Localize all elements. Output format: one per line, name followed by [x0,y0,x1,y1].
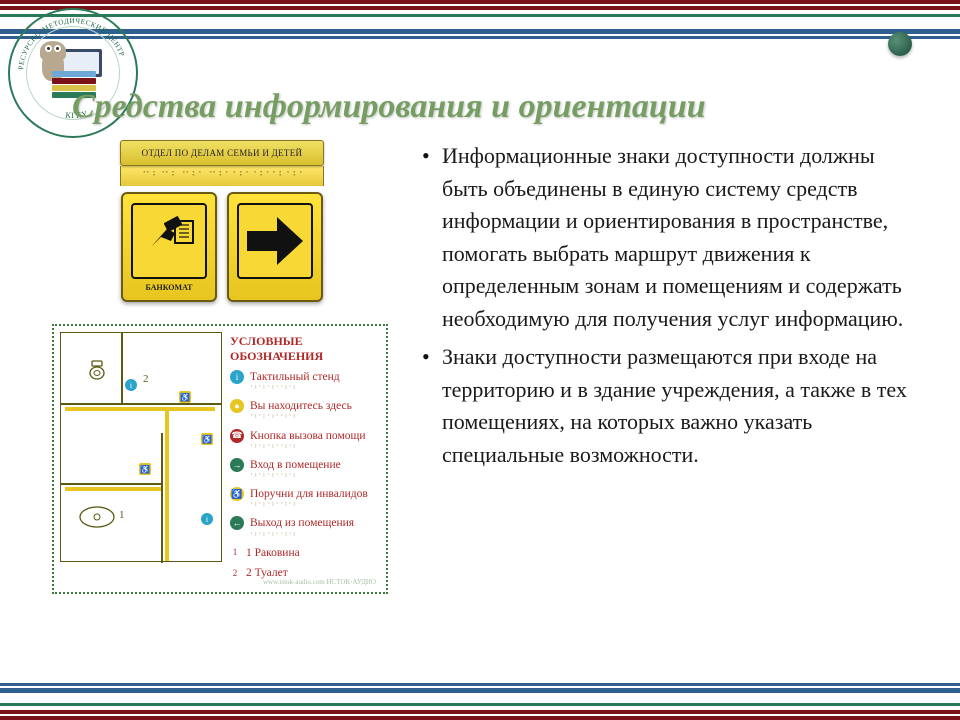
right-column: Информационные знаки доступности должны … [412,140,924,668]
sink-icon [77,503,117,531]
floorplan-legend: i ♿ ♿ i ♿ 2 1 УСЛОВНЫЕ ОБОЗНАЧЕНИЯ iТакт… [52,324,388,594]
bullet-item: Знаки доступности размещаются при входе … [416,341,924,471]
bullet-list: Информационные знаки доступности должны … [416,140,924,471]
sign-tile-arrow [227,192,323,302]
tactile-sign-example: ОТДЕЛ ПО ДЕЛАМ СЕМЬИ И ДЕТЕЙ ⠈⠁⠃⠈⠁⠃ ⠈⠁⠃⠁… [109,140,335,302]
atm-icon [139,211,199,271]
bullet-item: Информационные знаки доступности должны … [416,140,924,335]
decorative-sphere [888,32,912,56]
braille-strip: ⠈⠁⠃⠈⠁⠃ ⠈⠁⠃⠁ ⠈⠁⠃⠁ ⠁⠃⠁ ⠁⠃⠁⠁⠃ ⠁⠃⠁ [120,166,324,186]
floorplan-drawing: i ♿ ♿ i ♿ 2 1 [60,332,222,562]
content-area: ОТДЕЛ ПО ДЕЛАМ СЕМЬИ И ДЕТЕЙ ⠈⠁⠃⠈⠁⠃ ⠈⠁⠃⠁… [52,140,924,668]
legend-heading: УСЛОВНЫЕ ОБОЗНАЧЕНИЯ [230,334,378,364]
sign-caption: БАНКОМАТ [146,283,193,292]
legend-column: УСЛОВНЫЕ ОБОЗНАЧЕНИЯ iТактильный стенд⠁⠃… [230,334,378,586]
legend-item: ←Выход из помещения⠁⠃⠁⠃ ⠁⠃⠁ ⠁⠃⠁⠃ [230,516,378,539]
legend-item: ♿Поручни для инвалидов⠁⠃⠁⠃ ⠁⠃⠁ ⠁⠃⠁⠃ [230,487,378,510]
toilet-icon [87,359,107,383]
legend-item: ☎Кнопка вызова помощи⠁⠃⠁⠃ ⠁⠃⠁ ⠁⠃⠁⠃ [230,429,378,452]
top-border-stripes [0,0,960,39]
legend-item: ●Вы находитесь здесь⠁⠃⠁⠃ ⠁⠃⠁ ⠁⠃⠁⠃ [230,399,378,422]
sign-tile-atm: БАНКОМАТ [121,192,217,302]
slide-title: Средства информирования и ориентации [72,88,920,126]
left-column: ОТДЕЛ ПО ДЕЛАМ СЕМЬИ И ДЕТЕЙ ⠈⠁⠃⠈⠁⠃ ⠈⠁⠃⠁… [52,140,392,668]
source-watermark: www.istok-audio.com ИСТОК·АУДИО [263,578,376,586]
legend-item: 11 Раковина [230,546,378,560]
bottom-border-stripes [0,683,960,720]
sign-header-plate: ОТДЕЛ ПО ДЕЛАМ СЕМЬИ И ДЕТЕЙ [120,140,324,166]
legend-item: iТактильный стенд⠁⠃⠁⠃ ⠁⠃⠁ ⠁⠃⠁⠃ [230,370,378,393]
legend-item: →Вход в помещение⠁⠃⠁⠃ ⠁⠃⠁ ⠁⠃⠁⠃ [230,458,378,481]
